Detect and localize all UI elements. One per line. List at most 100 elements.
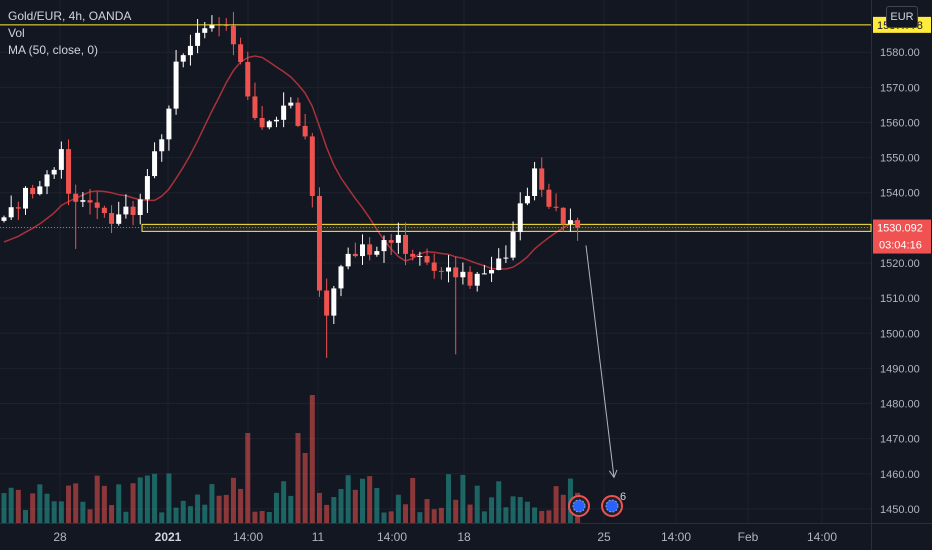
candle-body	[1, 217, 7, 221]
candle	[410, 249, 416, 261]
ma-legend[interactable]: MA (50, close, 0)	[8, 43, 99, 57]
volume-bars	[1, 395, 581, 523]
candle-body	[474, 273, 480, 286]
volume-bar	[202, 504, 208, 523]
candle	[238, 37, 244, 65]
candle-body	[316, 195, 322, 291]
symbol-legend[interactable]: Gold/EUR, 4h, OANDA	[8, 9, 132, 23]
badge-core	[572, 499, 586, 513]
volume-bar	[137, 477, 143, 523]
candle-body	[259, 117, 265, 128]
candle	[474, 272, 480, 292]
candle-body	[288, 102, 294, 106]
candle-body	[446, 267, 452, 272]
candle-body	[44, 174, 50, 187]
candle	[381, 235, 387, 263]
volume-bar	[431, 509, 437, 523]
volume-bar	[316, 492, 322, 523]
volume-bar	[395, 494, 401, 523]
candle	[137, 193, 143, 225]
candle-body	[101, 207, 107, 214]
volume-bar	[51, 501, 57, 523]
volume-bar	[23, 510, 29, 523]
price-axis[interactable]: 1450.00 1460.00 1470.00 1480.00 1490.00 1500.…	[880, 47, 920, 516]
candle	[116, 201, 122, 226]
event-badge-icon[interactable]: 6	[601, 491, 626, 517]
candle-body	[345, 253, 351, 267]
candle	[374, 246, 380, 257]
volume-bar	[273, 492, 279, 523]
price-tick-label: 1490.00	[880, 363, 920, 375]
volume-bar	[230, 477, 236, 523]
candle	[295, 97, 301, 128]
candle-body	[202, 28, 208, 33]
candle	[367, 237, 373, 261]
candle	[273, 116, 279, 128]
candle	[173, 50, 179, 115]
candle-body	[324, 290, 330, 316]
candle-body	[238, 44, 244, 62]
volume-bar	[159, 512, 165, 523]
candle	[338, 264, 344, 297]
volume-bar	[517, 496, 523, 523]
candle-body	[266, 121, 272, 128]
candle	[166, 105, 172, 151]
candle	[44, 170, 50, 195]
volume-bar	[166, 473, 172, 523]
time-tick-label: Feb	[738, 530, 759, 544]
candle-body	[417, 256, 423, 258]
volume-bar	[532, 507, 538, 523]
candle	[539, 157, 545, 197]
volume-bar	[560, 494, 566, 523]
price-tick-label: 1560.00	[880, 117, 920, 129]
price-tick-label: 1580.00	[880, 47, 920, 59]
time-tick-label: 11	[312, 530, 325, 544]
candle	[8, 195, 14, 221]
candle-body	[209, 24, 215, 29]
event-badge-icon[interactable]	[568, 495, 590, 517]
volume-bar	[66, 485, 72, 523]
candle-body	[517, 203, 523, 233]
candle-body	[173, 61, 179, 109]
support-zone[interactable]	[141, 223, 872, 232]
candle-body	[66, 149, 72, 194]
candle	[560, 207, 566, 232]
volume-bar	[73, 483, 79, 523]
volume-bar	[44, 493, 50, 523]
volume-bar	[503, 507, 509, 523]
candle	[94, 191, 100, 220]
volume-legend[interactable]: Vol	[8, 26, 25, 40]
candle-body	[431, 262, 437, 271]
candle-body	[360, 244, 365, 257]
volume-bar	[87, 509, 93, 523]
candle-body	[295, 102, 301, 126]
candle	[403, 222, 409, 266]
candle	[316, 187, 322, 297]
volume-bar	[424, 498, 430, 523]
price-tick-label: 1570.00	[880, 82, 920, 94]
time-tick-label: 2021	[155, 530, 182, 544]
projection-arrow[interactable]	[585, 245, 618, 479]
candle	[80, 192, 86, 208]
candle-body	[374, 251, 380, 255]
candle	[302, 113, 308, 140]
volume-bar	[467, 504, 473, 523]
candle	[51, 167, 57, 179]
time-tick-label: 14:00	[377, 530, 407, 544]
volume-bar	[417, 512, 423, 523]
candle-body	[367, 244, 373, 255]
candle-body	[539, 168, 545, 190]
candle	[360, 234, 365, 265]
candle	[345, 247, 351, 270]
volume-bar	[453, 499, 459, 523]
candle	[23, 186, 29, 215]
candle	[259, 105, 265, 130]
arrowhead	[608, 469, 618, 479]
candle-body	[309, 136, 315, 196]
currency-button[interactable]: EUR	[886, 6, 918, 28]
candle-body	[575, 220, 581, 228]
volume-bar	[223, 494, 229, 523]
time-axis[interactable]: 28 2021 14:00 11 14:00 18 25 14:00 Feb 14:00	[53, 530, 837, 544]
volume-bar	[331, 497, 337, 523]
